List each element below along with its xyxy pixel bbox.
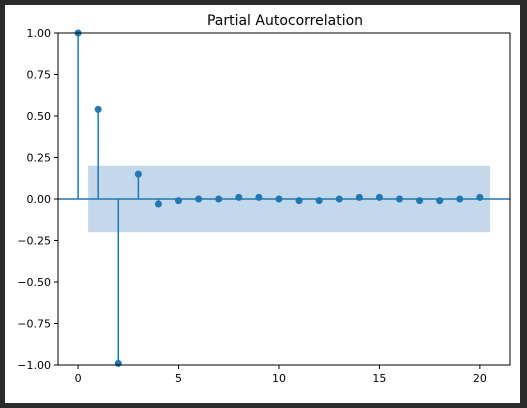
stem-marker-lag-2 [114, 359, 122, 367]
stem-marker-lag-14 [355, 193, 363, 201]
stem-marker-lag-8 [235, 193, 243, 201]
y-tick-label: 0.75 [27, 69, 52, 82]
y-tick-label: 0.25 [27, 152, 52, 165]
stem-marker-lag-5 [175, 197, 183, 205]
stem-marker-lag-13 [335, 195, 343, 203]
y-tick-label: 0.00 [27, 193, 52, 206]
y-tick-label: −1.00 [17, 359, 51, 372]
chart-title: Partial Autocorrelation [207, 13, 363, 29]
stem-marker-lag-10 [275, 195, 283, 203]
y-tick-label: −0.75 [17, 318, 51, 331]
y-tick-label: 0.50 [27, 110, 52, 123]
stem-marker-lag-6 [195, 195, 203, 203]
stem-marker-lag-3 [134, 170, 142, 178]
stem-marker-lag-9 [255, 193, 263, 201]
x-tick-label: 0 [75, 372, 82, 385]
pacf-chart: Partial Autocorrelation 1.00 0.75 0.50 0.25… [17, 13, 511, 385]
stem-marker-lag-19 [456, 195, 464, 203]
stem-marker-lag-17 [416, 197, 424, 205]
y-tick-label: −0.25 [17, 235, 51, 248]
stem-marker-lag-18 [436, 197, 444, 205]
y-tick-label: −0.50 [17, 276, 51, 289]
stem-marker-lag-12 [315, 197, 323, 205]
x-tick-label: 15 [372, 372, 386, 385]
figure: Partial Autocorrelation 1.00 0.75 0.50 0.25… [5, 5, 520, 403]
stem-marker-lag-1 [94, 105, 102, 113]
stem-marker-lag-20 [476, 193, 484, 201]
x-tick-label: 5 [175, 372, 182, 385]
stem-marker-lag-15 [375, 193, 383, 201]
x-tick-label: 10 [272, 372, 286, 385]
y-tick-label: 1.00 [27, 27, 52, 40]
x-tick-label: 20 [473, 372, 487, 385]
stem-marker-lag-4 [154, 200, 162, 208]
stem-marker-lag-16 [396, 195, 404, 203]
stem-marker-lag-7 [215, 195, 223, 203]
axes-layer: 1.00 0.75 0.50 0.25 0.00 −0.25 −0.50 −0.75 −1.00… [17, 27, 511, 385]
stem-marker-lag-11 [295, 197, 303, 205]
